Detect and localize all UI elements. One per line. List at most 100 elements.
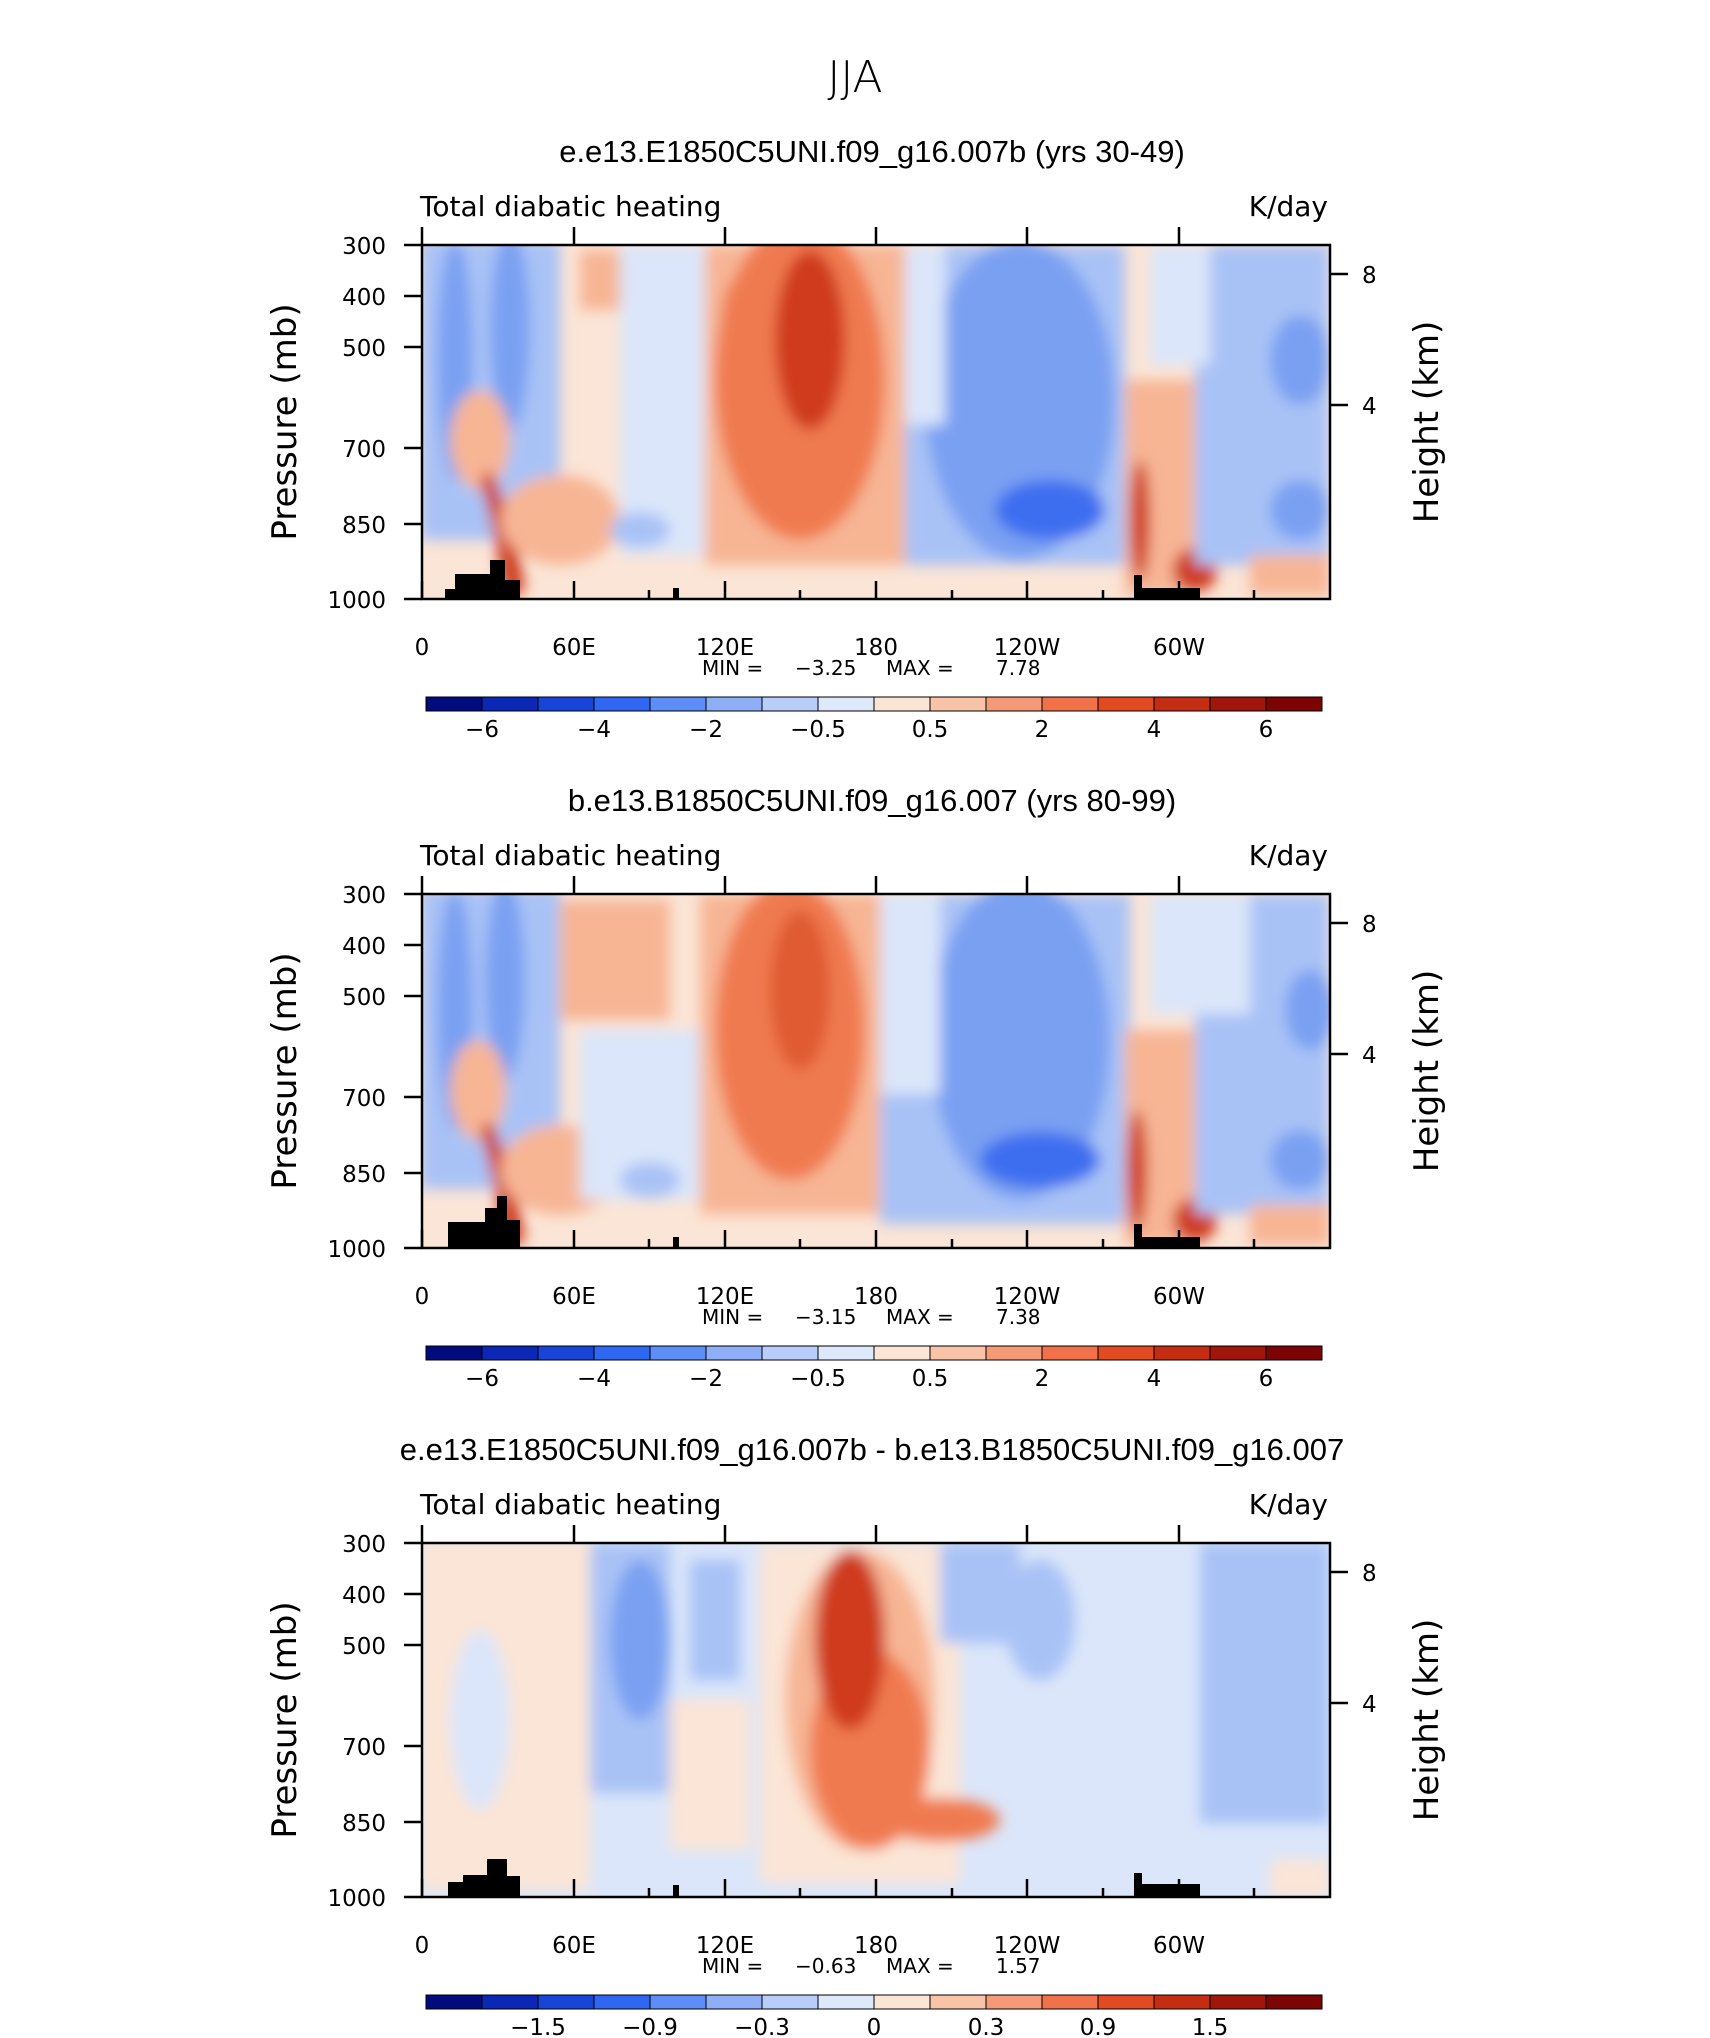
y-right-tick-8: 8 (1362, 1561, 1377, 1587)
y-tick-500: 500 (342, 985, 386, 1011)
y-right-tick-8: 8 (1362, 263, 1377, 289)
y-tick-850: 850 (342, 1162, 386, 1188)
colorbar-swatch (537, 1994, 595, 2010)
colorbar-swatch (537, 1345, 595, 1361)
colorbar-swatch (761, 1345, 819, 1361)
y-right-tick-4: 4 (1362, 1043, 1377, 1069)
panel-2-x-tick-labels: 0 60E 120E 180 120W 60W (415, 1284, 1205, 1310)
panel-1-units: K/day (1249, 190, 1328, 223)
cb-label: 2 (1035, 717, 1050, 743)
y-tick-300: 300 (342, 1532, 386, 1558)
cb-label: 0 (867, 2015, 882, 2038)
colorbar-swatch (425, 696, 483, 712)
cb-label: −6 (465, 717, 499, 743)
cb-label: 6 (1259, 1366, 1274, 1392)
y-tick-400: 400 (342, 285, 386, 311)
panel-2-max-value: 7.38 (996, 1305, 1041, 1329)
colorbar-swatch (425, 1345, 483, 1361)
y-tick-1000: 1000 (327, 1237, 386, 1263)
panel-1-title: e.e13.E1850C5UNI.f09_g16.007b (yrs 30-49… (559, 134, 1185, 169)
x-tick-180: 180 (854, 1284, 898, 1310)
colorbar-swatch (761, 1994, 819, 2010)
x-tick-120w: 120W (994, 635, 1061, 661)
x-tick-120e: 120E (696, 1284, 754, 1310)
y-tick-1000: 1000 (327, 588, 386, 614)
panel-3-min-label: MIN = (702, 1954, 763, 1978)
y-tick-500: 500 (342, 336, 386, 362)
panel-3-colorbar-labels: −1.5 −0.9 −0.3 0 0.3 0.9 1.5 (510, 2015, 1228, 2038)
colorbar-swatch (593, 1994, 651, 2010)
panel-2-title: b.e13.B1850C5UNI.f09_g16.007 (yrs 80-99) (568, 783, 1176, 818)
x-tick-60e: 60E (552, 1284, 596, 1310)
cb-label: −0.5 (790, 717, 846, 743)
colorbar-swatch (817, 1345, 875, 1361)
x-tick-120e: 120E (696, 635, 754, 661)
cb-label: 0.5 (912, 717, 949, 743)
y-tick-300: 300 (342, 234, 386, 260)
x-tick-120e: 120E (696, 1933, 754, 1959)
colorbar-swatch (425, 1994, 483, 2010)
cb-label: −0.9 (622, 2015, 678, 2038)
panel-1-min-value: −3.25 (795, 656, 856, 680)
cb-label: −4 (577, 717, 611, 743)
panel-3-field (422, 1543, 1330, 1897)
panel-3-min-value: −0.63 (795, 1954, 856, 1978)
colorbar-swatch (929, 1994, 987, 2010)
colorbar-swatch (481, 1994, 539, 2010)
panel-3-ylabel: Pressure (mb) (265, 1601, 305, 1838)
colorbar-swatch (1041, 1994, 1099, 2010)
panel-3-ticks (404, 1525, 1348, 1899)
colorbar-swatch (929, 696, 987, 712)
y-right-tick-8: 8 (1362, 912, 1377, 938)
colorbar-swatch (1265, 1994, 1323, 2010)
panel-2-colorbar-labels: −6 −4 −2 −0.5 0.5 2 4 6 (465, 1366, 1273, 1392)
colorbar-swatch (817, 1994, 875, 2010)
panel-1-y-tick-labels: 300 400 500 700 850 1000 (327, 234, 386, 614)
panel-3-y-tick-labels: 300 400 500 700 850 1000 (327, 1532, 386, 1912)
panel-2-ylabel: Pressure (mb) (265, 952, 305, 1189)
colorbar-swatch (1209, 1994, 1267, 2010)
y-tick-850: 850 (342, 513, 386, 539)
y-tick-700: 700 (342, 1735, 386, 1761)
panel-1-max-label: MAX = (886, 656, 954, 680)
panel-2-units: K/day (1249, 839, 1328, 872)
colorbar-swatch (1265, 696, 1323, 712)
panel-1-field (422, 245, 1330, 599)
x-tick-180: 180 (854, 635, 898, 661)
panel-1-ylabel: Pressure (mb) (265, 303, 305, 540)
colorbar-swatch (649, 1345, 707, 1361)
colorbar-swatch (481, 696, 539, 712)
colorbar-swatch (929, 1345, 987, 1361)
panel-2-field (422, 894, 1330, 1248)
x-tick-120w: 120W (994, 1933, 1061, 1959)
x-tick-0: 0 (415, 635, 430, 661)
cb-label: 4 (1147, 1366, 1162, 1392)
panel-1-min-label: MIN = (702, 656, 763, 680)
colorbar-swatch (705, 1994, 763, 2010)
panel-1-colorbar (425, 696, 1323, 712)
panel-3-left-string: Total diabatic heating (419, 1488, 721, 1521)
colorbar-swatch (705, 696, 763, 712)
cb-label: 0.5 (912, 1366, 949, 1392)
cb-label: −4 (577, 1366, 611, 1392)
panel-1-left-string: Total diabatic heating (419, 190, 721, 223)
colorbar-swatch (985, 1345, 1043, 1361)
figure-title: JJA (827, 52, 882, 103)
panel-3-units: K/day (1249, 1488, 1328, 1521)
colorbar-swatch (1041, 696, 1099, 712)
colorbar-swatch (649, 696, 707, 712)
panel-2-ticks (404, 876, 1348, 1250)
x-tick-60e: 60E (552, 1933, 596, 1959)
panel-2-y-tick-labels: 300 400 500 700 850 1000 (327, 883, 386, 1263)
cb-label: −0.3 (734, 2015, 790, 2038)
panel-3-colorbar (425, 1994, 1323, 2010)
colorbar-swatch (1097, 1345, 1155, 1361)
cb-label: −2 (689, 717, 723, 743)
x-tick-180: 180 (854, 1933, 898, 1959)
cb-label: −1.5 (510, 2015, 566, 2038)
y-tick-1000: 1000 (327, 1886, 386, 1912)
panel-2-colorbar (425, 1345, 1323, 1361)
colorbar-swatch (985, 696, 1043, 712)
colorbar-swatch (1041, 1345, 1099, 1361)
